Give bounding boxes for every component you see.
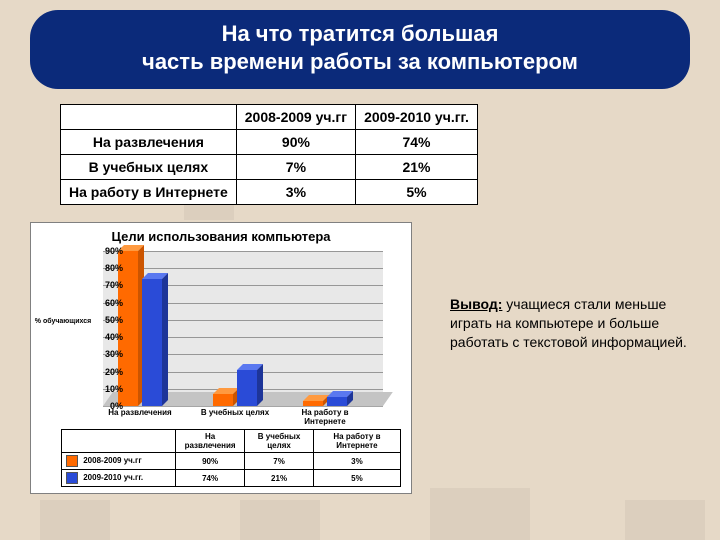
bar xyxy=(118,251,138,406)
conclusion-lead: Вывод: xyxy=(450,296,502,312)
legend-row: 2009-2010 уч.гг. 74% 21% 5% xyxy=(62,470,401,487)
chart-title: Цели использования компьютера xyxy=(31,229,411,244)
row-value: 74% xyxy=(356,130,478,155)
title-line-1: На что тратится большая xyxy=(50,20,670,48)
bg-decor xyxy=(625,500,705,540)
ytick-label: 50% xyxy=(93,315,123,325)
bg-decor xyxy=(240,500,320,540)
ytick-label: 80% xyxy=(93,263,123,273)
chart-legend-table: На развлечения В учебных целях На работу… xyxy=(61,429,401,487)
chart-plot-area: На развлеченияВ учебных целяхНа работу в… xyxy=(103,251,383,406)
legend-val: 21% xyxy=(245,470,314,487)
legend-col: На работу в Интернете xyxy=(313,430,400,453)
table-row: В учебных целях 7% 21% xyxy=(61,155,478,180)
ytick-label: 10% xyxy=(93,384,123,394)
ytick-label: 90% xyxy=(93,246,123,256)
bar xyxy=(303,401,323,406)
bar xyxy=(237,370,257,406)
conclusion-text: Вывод: учащиеся стали меньше играть на к… xyxy=(450,295,690,352)
bar xyxy=(213,394,233,406)
legend-row: 2008-2009 уч.гг 90% 7% 3% xyxy=(62,453,401,470)
table-row: На работу в Интернете 3% 5% xyxy=(61,180,478,205)
legend-col: На развлечения xyxy=(176,430,245,453)
ytick-label: 30% xyxy=(93,349,123,359)
ytick-label: 60% xyxy=(93,298,123,308)
xtick-label: На работу в Интернете xyxy=(285,409,365,427)
bg-decor xyxy=(430,488,530,540)
ytick-label: 20% xyxy=(93,367,123,377)
row-label: На развлечения xyxy=(61,130,237,155)
summary-table: 2008-2009 уч.гг 2009-2010 уч.гг. На разв… xyxy=(60,104,478,205)
bar-chart: Цели использования компьютера % обучающи… xyxy=(30,222,412,494)
ytick-label: 0% xyxy=(93,401,123,411)
table-header-blank xyxy=(61,105,237,130)
legend-val: 3% xyxy=(313,453,400,470)
legend-series-label: 2008-2009 уч.гг xyxy=(83,456,141,465)
bar xyxy=(142,279,162,406)
bg-decor xyxy=(40,500,110,540)
table-header-year1: 2008-2009 уч.гг xyxy=(236,105,355,130)
row-label: В учебных целях xyxy=(61,155,237,180)
legend-val: 74% xyxy=(176,470,245,487)
legend-val: 7% xyxy=(245,453,314,470)
ytick-label: 70% xyxy=(93,280,123,290)
legend-series-label: 2009-2010 уч.гг. xyxy=(83,473,143,482)
legend-val: 90% xyxy=(176,453,245,470)
table-row: На развлечения 90% 74% xyxy=(61,130,478,155)
row-value: 3% xyxy=(236,180,355,205)
title-line-2: часть времени работы за компьютером xyxy=(50,48,670,76)
legend-swatch-icon xyxy=(66,455,78,467)
table-header-year2: 2009-2010 уч.гг. xyxy=(356,105,478,130)
legend-col: В учебных целях xyxy=(245,430,314,453)
chart-ylabel: % обучающихся xyxy=(33,318,93,325)
legend-swatch-icon xyxy=(66,472,78,484)
legend-val: 5% xyxy=(313,470,400,487)
bar xyxy=(327,397,347,406)
row-value: 7% xyxy=(236,155,355,180)
xtick-label: В учебных целях xyxy=(195,409,275,418)
row-value: 5% xyxy=(356,180,478,205)
page-title: На что тратится большая часть времени ра… xyxy=(30,10,690,89)
ytick-label: 40% xyxy=(93,332,123,342)
row-value: 90% xyxy=(236,130,355,155)
row-label: На работу в Интернете xyxy=(61,180,237,205)
row-value: 21% xyxy=(356,155,478,180)
